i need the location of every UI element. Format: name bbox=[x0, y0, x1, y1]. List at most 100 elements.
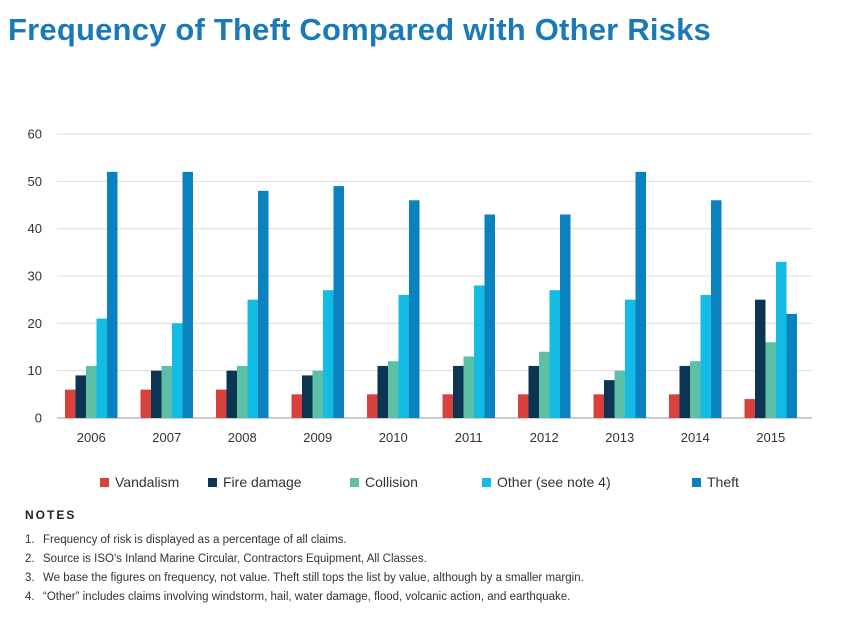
note-text: Source is ISO's Inland Marine Circular, … bbox=[43, 553, 427, 565]
bar-fire-damage-2007 bbox=[151, 370, 162, 418]
bar-theft-2014 bbox=[711, 200, 722, 418]
legend-swatch bbox=[100, 477, 109, 487]
legend-item: Other (see note 4) bbox=[482, 474, 611, 490]
note-item: 4. “Other” includes claims involving wind… bbox=[25, 588, 825, 607]
note-number: 3. bbox=[25, 572, 35, 584]
note-text: Frequency of risk is displayed as a perc… bbox=[43, 534, 347, 546]
notes-list: 1. Frequency of risk is displayed as a pe… bbox=[25, 531, 825, 607]
bar-other-see-note-4-2012 bbox=[549, 290, 560, 418]
legend-item: Vandalism bbox=[100, 474, 179, 490]
bar-vandalism-2009 bbox=[291, 394, 302, 418]
bar-collision-2007 bbox=[161, 365, 172, 418]
legend-item: Theft bbox=[692, 474, 739, 490]
page-title: Frequency of Theft Compared with Other R… bbox=[8, 12, 711, 47]
bar-theft-2015 bbox=[786, 313, 797, 418]
bar-vandalism-2015 bbox=[744, 399, 755, 418]
y-tick-label: 30 bbox=[28, 269, 42, 284]
bar-theft-2011 bbox=[484, 214, 495, 418]
bar-theft-2006 bbox=[107, 171, 118, 418]
bar-fire-damage-2011 bbox=[453, 365, 464, 418]
bar-other-see-note-4-2011 bbox=[474, 285, 485, 418]
x-tick-label: 2014 bbox=[681, 430, 710, 445]
y-tick-label: 10 bbox=[28, 363, 42, 378]
x-tick-label: 2006 bbox=[77, 430, 106, 445]
bar-other-see-note-4-2009 bbox=[323, 290, 334, 418]
x-tick-label: 2013 bbox=[605, 430, 634, 445]
bar-fire-damage-2008 bbox=[226, 370, 237, 418]
bar-vandalism-2010 bbox=[367, 394, 378, 418]
notes-heading: NOTES bbox=[25, 508, 77, 522]
x-tick-label: 2007 bbox=[152, 430, 181, 445]
bar-theft-2010 bbox=[409, 200, 420, 418]
bar-theft-2007 bbox=[182, 171, 193, 418]
note-item: 1. Frequency of risk is displayed as a pe… bbox=[25, 531, 825, 550]
bar-fire-damage-2012 bbox=[528, 365, 539, 418]
y-tick-label: 50 bbox=[28, 174, 42, 189]
bar-other-see-note-4-2014 bbox=[700, 294, 711, 418]
bar-vandalism-2013 bbox=[593, 394, 604, 418]
bar-vandalism-2008 bbox=[216, 389, 227, 418]
bar-vandalism-2006 bbox=[65, 389, 76, 418]
bar-collision-2006 bbox=[86, 365, 97, 418]
x-tick-label: 2015 bbox=[756, 430, 785, 445]
note-item: 2. Source is ISO's Inland Marine Circular… bbox=[25, 550, 825, 569]
legend-label: Other (see note 4) bbox=[497, 474, 611, 490]
bar-collision-2010 bbox=[388, 361, 399, 418]
bar-vandalism-2007 bbox=[140, 389, 151, 418]
bar-fire-damage-2014 bbox=[679, 365, 690, 418]
x-tick-label: 2009 bbox=[303, 430, 332, 445]
notes-section: NOTES 1. Frequency of risk is displayed a… bbox=[25, 508, 825, 607]
bar-fire-damage-2010 bbox=[377, 365, 388, 418]
bar-other-see-note-4-2015 bbox=[776, 261, 787, 418]
bar-other-see-note-4-2010 bbox=[398, 294, 409, 418]
bar-fire-damage-2006 bbox=[75, 375, 86, 418]
bar-vandalism-2011 bbox=[442, 394, 453, 418]
legend-label: Theft bbox=[707, 474, 739, 490]
legend-item: Collision bbox=[350, 474, 418, 490]
y-tick-label: 0 bbox=[35, 411, 42, 426]
note-number: 2. bbox=[25, 553, 35, 565]
legend-label: Vandalism bbox=[115, 474, 180, 490]
x-tick-label: 2011 bbox=[455, 430, 483, 445]
note-text: “Other” includes claims involving windst… bbox=[43, 591, 571, 603]
note-number: 1. bbox=[25, 534, 35, 546]
bar-theft-2008 bbox=[258, 190, 269, 418]
bar-vandalism-2012 bbox=[518, 394, 529, 418]
bar-fire-damage-2009 bbox=[302, 375, 313, 418]
bar-collision-2009 bbox=[312, 370, 323, 418]
bar-other-see-note-4-2007 bbox=[172, 323, 183, 418]
bar-chart: 0 10 20 30 40 50 60 2006 2007 2008 2009 2010 2011 201… bbox=[28, 127, 812, 445]
bar-theft-2012 bbox=[560, 214, 571, 418]
legend-label: Fire damage bbox=[223, 474, 302, 490]
note-number: 4. bbox=[25, 591, 35, 603]
bar-collision-2011 bbox=[463, 356, 474, 418]
legend-label: Collision bbox=[365, 474, 418, 490]
x-tick-label: 2008 bbox=[228, 430, 257, 445]
bar-other-see-note-4-2008 bbox=[247, 299, 258, 418]
bar-other-see-note-4-2013 bbox=[625, 299, 636, 418]
bar-other-see-note-4-2006 bbox=[96, 318, 107, 418]
bar-collision-2014 bbox=[690, 361, 701, 418]
x-tick-label: 2012 bbox=[530, 430, 559, 445]
y-tick-label: 40 bbox=[28, 221, 42, 236]
legend-item: Fire damage bbox=[208, 474, 302, 490]
bar-vandalism-2014 bbox=[669, 394, 680, 418]
bar-collision-2013 bbox=[614, 370, 625, 418]
x-tick-label: 2010 bbox=[379, 430, 408, 445]
y-tick-label: 60 bbox=[28, 127, 42, 142]
bar-fire-damage-2015 bbox=[755, 299, 766, 418]
note-item: 3. We base the figures on frequency, not … bbox=[25, 569, 825, 588]
bar-collision-2015 bbox=[765, 342, 776, 418]
bar-fire-damage-2013 bbox=[604, 380, 615, 418]
y-tick-label: 20 bbox=[28, 316, 42, 331]
bar-theft-2009 bbox=[333, 186, 344, 418]
bar-collision-2012 bbox=[539, 351, 550, 418]
legend-swatch bbox=[350, 477, 359, 487]
note-text: We base the figures on frequency, not va… bbox=[43, 572, 584, 584]
chart-legend: Vandalism Fire damage Collision Other (see … bbox=[100, 474, 820, 492]
legend-swatch bbox=[208, 477, 217, 487]
bar-collision-2008 bbox=[237, 365, 248, 418]
legend-swatch bbox=[692, 477, 701, 487]
bar-theft-2013 bbox=[635, 171, 646, 418]
legend-swatch bbox=[482, 477, 491, 487]
